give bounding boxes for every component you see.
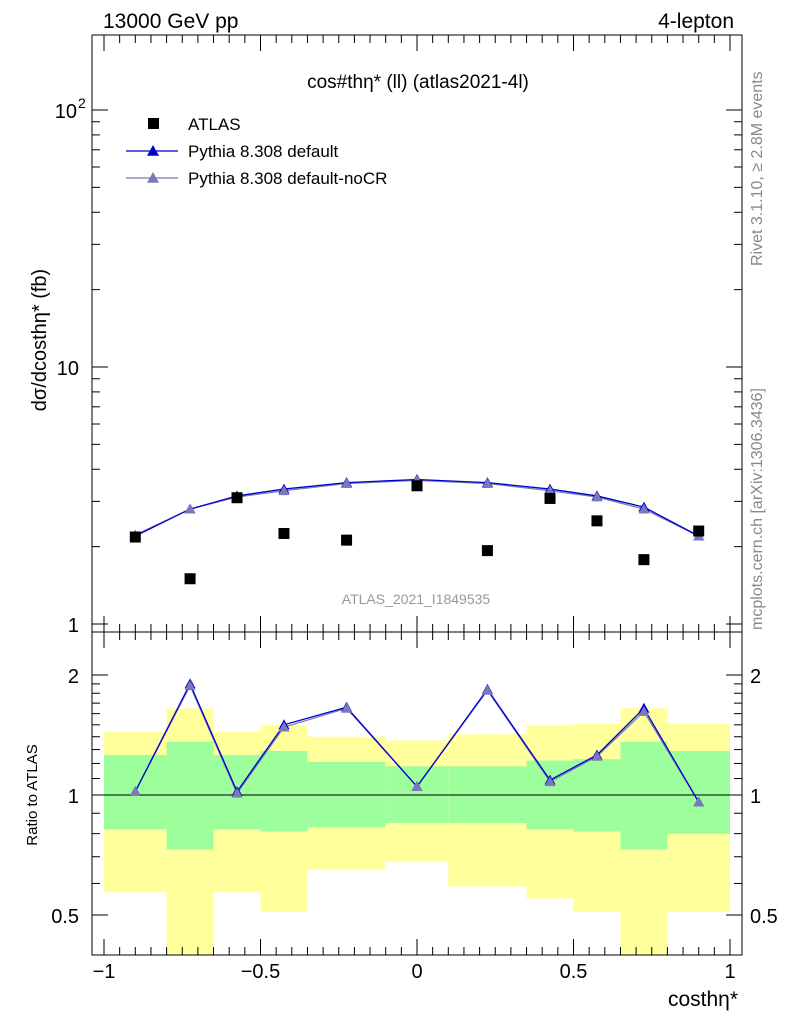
legend-marker (147, 145, 159, 156)
legend-marker (148, 118, 159, 129)
data-point (184, 573, 196, 585)
data-point (278, 527, 290, 539)
legend: ATLAS Pythia 8.308 default Pythia 8.308 de… (126, 115, 387, 188)
data-point (481, 545, 493, 557)
main-panel-ticks (92, 35, 742, 632)
ratio-y-tick-label-right: 0.5 (750, 906, 778, 928)
ratio-y-axis-title: Ratio to ATLAS (24, 744, 41, 845)
ratio-y-tick-label-right: 1 (750, 786, 761, 808)
ratio-marker (231, 787, 243, 798)
data-point (129, 531, 141, 543)
mc-marker (591, 491, 603, 502)
ratio-marker (184, 680, 196, 691)
ratio-y-tick-label: 1 (68, 786, 79, 808)
ratio-y-tick-label-right: 2 (750, 666, 761, 688)
data-point (231, 492, 243, 504)
ratio-panel-frame (91, 631, 743, 956)
analysis-watermark: ATLAS_2021_I1849535 (342, 591, 491, 607)
data-point (341, 534, 353, 546)
x-tick-label: 0 (411, 961, 422, 983)
mc-marker (341, 478, 353, 488)
legend-marker (147, 172, 159, 183)
header-process-label: 4-lepton (658, 10, 734, 33)
ratio-y-tick-labels: 0.5 0.5 1 1 2 2 (51, 666, 778, 928)
x-tick-label: 1 (724, 961, 735, 983)
header-energy-label: 13000 GeV pp (103, 10, 238, 33)
x-tick-label: −0.5 (241, 961, 280, 983)
mc-marker (481, 478, 493, 488)
mc-marker (638, 503, 650, 514)
data-point (411, 480, 423, 492)
data-point (638, 554, 650, 566)
main-y-tick-label: 10 (55, 101, 77, 123)
ratio-y-tick-label: 0.5 (51, 906, 79, 928)
legend-label: ATLAS (188, 115, 241, 134)
legend-label: Pythia 8.308 default-noCR (188, 169, 387, 188)
ratio-marker (411, 781, 423, 791)
ratio-marker (129, 786, 141, 796)
inner-band-bin (260, 750, 308, 832)
ratio-marker (693, 796, 705, 807)
data-point (591, 515, 603, 527)
mcplots-reference-label: mcplots.cern.ch [arXiv:1306.3436] (749, 388, 766, 630)
legend-entries: ATLAS Pythia 8.308 default Pythia 8.308 de… (126, 115, 387, 188)
legend-label: Pythia 8.308 default (188, 142, 339, 161)
inner-band-bin (667, 750, 730, 834)
inner-band-bin (620, 741, 668, 850)
main-y-tick-label: 10 (57, 358, 79, 380)
ratio-marker (481, 684, 493, 695)
ratio-marker (544, 776, 556, 787)
main-title: cos#thη* (ll) (atlas2021-4l) (307, 72, 529, 93)
ratio-uncertainty-bands (104, 708, 730, 955)
data-point (544, 492, 556, 504)
ratio-panel-series (129, 678, 705, 807)
x-tick-labels: −1 −0.5 0 0.5 1 (93, 961, 736, 983)
ratio-panel-ticks (92, 632, 742, 955)
main-panel-series (129, 473, 705, 585)
rivet-version-label: Rivet 3.1.10, ≥ 2.8M events (749, 71, 766, 266)
ratio-y-tick-label: 2 (68, 666, 79, 688)
ratio-marker (341, 702, 353, 713)
mc-marker (544, 485, 556, 496)
x-tick-label: 0.5 (560, 961, 588, 983)
data-point (693, 525, 705, 537)
mc-marker (184, 503, 196, 514)
ratio-marker (591, 750, 603, 761)
main-y-axis-title: dσ/dcosthη* (fb) (29, 269, 51, 411)
ratio-marker (638, 705, 650, 716)
inner-band-bin (166, 741, 214, 850)
main-y-tick-label: 1 (68, 615, 79, 637)
mc-marker (278, 485, 290, 496)
ratio-marker (278, 721, 290, 732)
x-axis-title: costhη* (668, 988, 738, 1011)
x-tick-label: −1 (93, 961, 116, 983)
main-y-tick-label-exponent: 2 (78, 95, 86, 111)
